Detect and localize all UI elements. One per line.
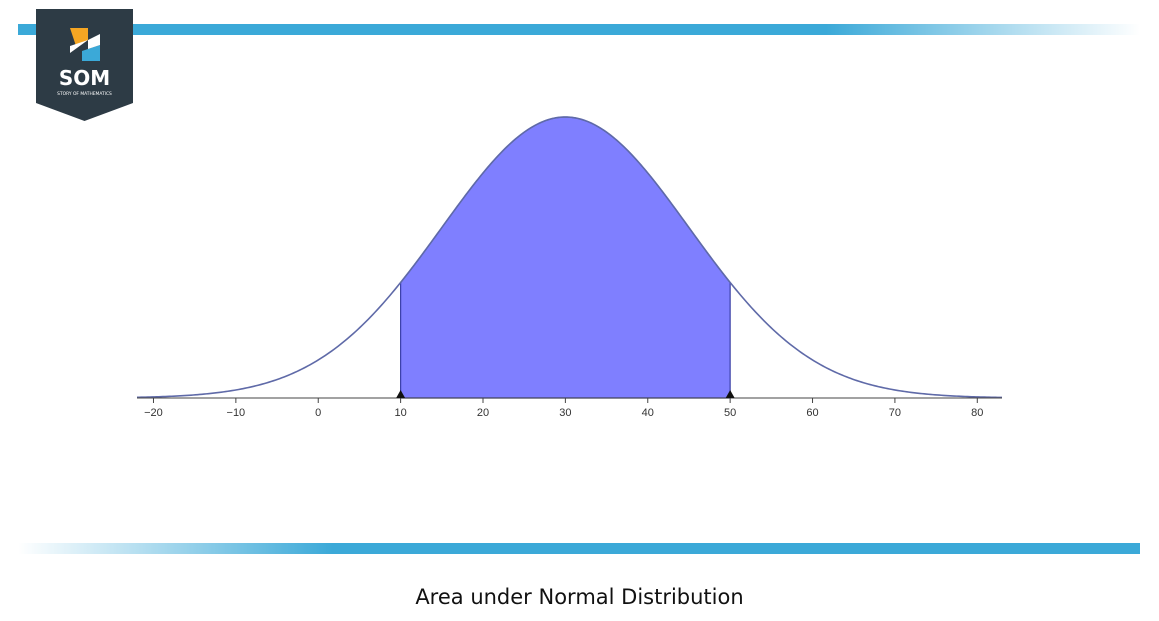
x-tick-label: 20 (477, 407, 489, 419)
som-logo: SOM STORY OF MATHEMATICS (36, 9, 133, 121)
top-stripe (18, 24, 1140, 35)
figure-caption: Area under Normal Distribution (415, 585, 744, 609)
normal-curve (136, 116, 1003, 399)
logo-mark-icon (70, 28, 100, 61)
x-tick-label: −20 (144, 407, 163, 419)
logo-badge (36, 9, 133, 121)
interval-marker (396, 390, 406, 398)
interval-marker (725, 390, 735, 398)
interval-markers (396, 390, 735, 398)
logo-tagline: STORY OF MATHEMATICS (57, 91, 112, 97)
x-tick-label: −10 (227, 407, 246, 419)
shaded-area (400, 116, 731, 399)
x-axis-ticks: −20 −10 0 10 20 30 40 50 60 70 80 (144, 398, 983, 419)
x-tick-label: 70 (889, 407, 901, 419)
bottom-stripe (18, 543, 1140, 554)
x-tick-label: 50 (724, 407, 736, 419)
x-tick-label: 80 (971, 407, 983, 419)
x-tick-label: 40 (642, 407, 654, 419)
x-tick-label: 60 (806, 407, 818, 419)
x-tick-label: 30 (559, 407, 571, 419)
x-tick-label: 10 (394, 407, 406, 419)
x-tick-label: 0 (315, 407, 321, 419)
logo-brand: SOM (59, 66, 110, 90)
